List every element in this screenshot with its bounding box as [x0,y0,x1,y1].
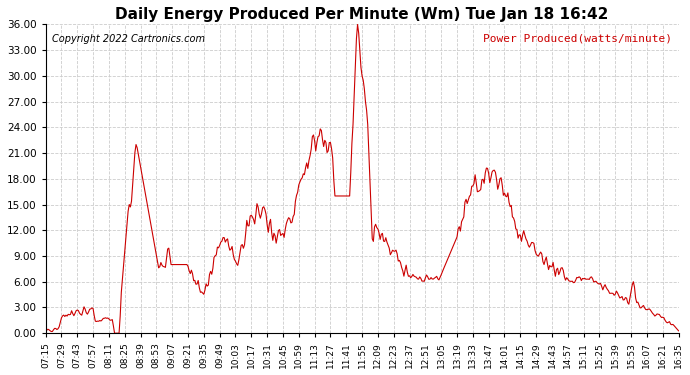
Title: Daily Energy Produced Per Minute (Wm) Tue Jan 18 16:42: Daily Energy Produced Per Minute (Wm) Tu… [115,7,609,22]
Text: Power Produced(watts/minute): Power Produced(watts/minute) [483,34,672,44]
Text: Copyright 2022 Cartronics.com: Copyright 2022 Cartronics.com [52,34,205,44]
